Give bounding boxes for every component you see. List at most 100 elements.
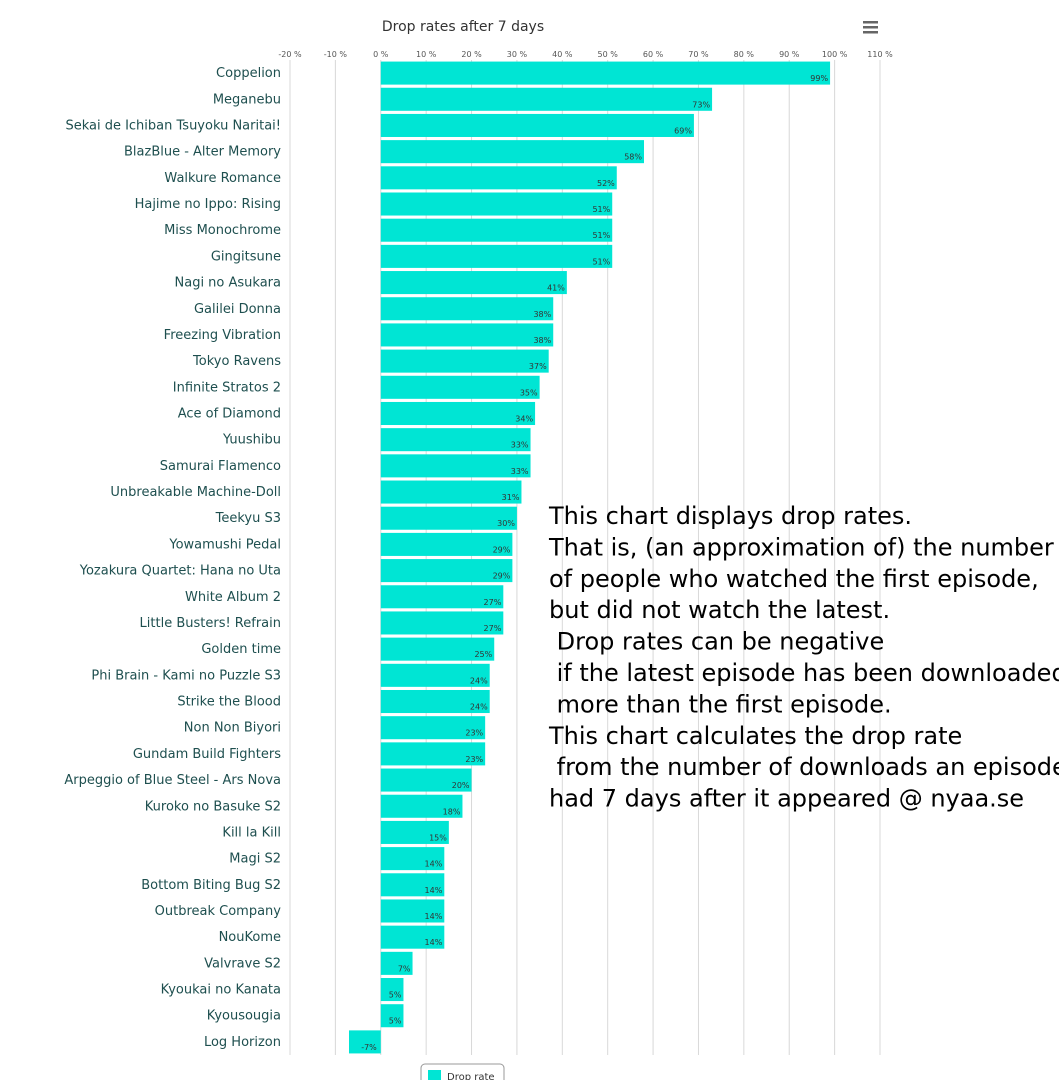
bar[interactable] bbox=[380, 218, 613, 242]
category-label: Coppelion bbox=[216, 66, 281, 81]
bar[interactable] bbox=[380, 61, 831, 85]
bar[interactable] bbox=[380, 611, 504, 635]
category-label: Kill la Kill bbox=[222, 825, 281, 840]
bar[interactable] bbox=[380, 716, 486, 740]
bar[interactable] bbox=[380, 925, 445, 949]
bar[interactable] bbox=[380, 375, 540, 399]
data-label: 58% bbox=[624, 153, 642, 162]
data-label: 34% bbox=[515, 414, 533, 423]
annotation-text: This chart displays drop rates. That is, … bbox=[548, 502, 1059, 813]
category-label: Yozakura Quartet: Hana no Uta bbox=[79, 564, 281, 579]
category-label: Magi S2 bbox=[229, 852, 281, 867]
annotation-line: This chart displays drop rates. bbox=[548, 502, 912, 530]
data-label: 24% bbox=[470, 676, 488, 685]
annotation-line: had 7 days after it appeared @ nyaa.se bbox=[549, 785, 1024, 813]
bar[interactable] bbox=[380, 559, 513, 583]
data-label: 37% bbox=[529, 362, 547, 371]
category-label: Valvrave S2 bbox=[204, 956, 281, 971]
legend-item-drop-rate[interactable]: Drop rate bbox=[447, 1072, 495, 1080]
bar[interactable] bbox=[380, 1004, 404, 1028]
bar[interactable] bbox=[380, 794, 463, 818]
bar[interactable] bbox=[380, 349, 549, 373]
bar[interactable] bbox=[380, 532, 513, 556]
data-label: 29% bbox=[493, 572, 511, 581]
annotation-line: if the latest episode has been downloade… bbox=[549, 659, 1059, 687]
data-label: 35% bbox=[520, 388, 538, 397]
annotation-line: Drop rates can be negative bbox=[549, 628, 884, 656]
bar[interactable] bbox=[380, 323, 554, 347]
data-label: 23% bbox=[465, 755, 483, 764]
bar[interactable] bbox=[380, 428, 531, 452]
chart-menu-button[interactable] bbox=[856, 14, 886, 40]
bar[interactable] bbox=[380, 166, 617, 190]
data-label: 14% bbox=[425, 886, 443, 895]
data-label: 23% bbox=[465, 729, 483, 738]
bar[interactable] bbox=[380, 244, 613, 268]
bar[interactable] bbox=[380, 401, 536, 426]
data-label: 31% bbox=[502, 493, 520, 502]
bar[interactable] bbox=[380, 87, 713, 111]
bar[interactable] bbox=[380, 113, 694, 137]
x-tick-label: 10 % bbox=[416, 50, 437, 59]
data-label: 33% bbox=[511, 467, 529, 476]
bar[interactable] bbox=[380, 480, 522, 504]
bar[interactable] bbox=[380, 637, 495, 661]
category-labels: Coppelion Meganebu Sekai de Ichiban Tsuyok… bbox=[64, 66, 281, 1050]
category-label: Log Horizon bbox=[204, 1035, 281, 1050]
category-label: Bottom Biting Bug S2 bbox=[141, 878, 281, 893]
bar[interactable] bbox=[380, 192, 613, 216]
bar[interactable] bbox=[349, 1030, 381, 1054]
category-label: Little Busters! Refrain bbox=[140, 616, 281, 631]
bar[interactable] bbox=[380, 140, 644, 164]
bar[interactable] bbox=[380, 506, 517, 530]
hamburger-menu-icon bbox=[863, 21, 878, 34]
data-label: 69% bbox=[674, 126, 692, 135]
legend[interactable]: Drop rate bbox=[420, 1063, 505, 1080]
data-label: 52% bbox=[597, 179, 615, 188]
bar[interactable] bbox=[380, 951, 413, 975]
bar[interactable] bbox=[380, 742, 486, 766]
bar[interactable] bbox=[380, 271, 567, 295]
annotation-line: more than the first episode. bbox=[549, 690, 892, 718]
category-label: Golden time bbox=[201, 642, 281, 657]
category-label: Yuushibu bbox=[222, 433, 281, 448]
bar[interactable] bbox=[380, 899, 445, 923]
data-label: 18% bbox=[443, 807, 461, 816]
category-label: Infinite Stratos 2 bbox=[173, 380, 281, 395]
bar[interactable] bbox=[380, 768, 472, 792]
bar[interactable] bbox=[380, 873, 445, 897]
category-label: Yowamushi Pedal bbox=[168, 537, 281, 552]
data-label: 14% bbox=[425, 860, 443, 869]
bar[interactable] bbox=[380, 689, 490, 714]
x-tick-label: 110 % bbox=[867, 50, 893, 59]
category-label: Gingitsune bbox=[211, 249, 281, 264]
category-label: Freezing Vibration bbox=[164, 328, 281, 343]
legend-swatch bbox=[428, 1070, 441, 1080]
category-label: Hajime no Ippo: Rising bbox=[135, 197, 281, 212]
x-tick-label: 30 % bbox=[507, 50, 528, 59]
data-label: 29% bbox=[493, 545, 511, 554]
bar[interactable] bbox=[380, 978, 404, 1002]
data-label: 51% bbox=[592, 231, 610, 240]
annotation-line: That is, (an approximation of) the numbe… bbox=[548, 533, 1054, 561]
data-label: 51% bbox=[592, 257, 610, 266]
x-tick-label: -10 % bbox=[324, 50, 348, 59]
x-tick-label: 90 % bbox=[779, 50, 800, 59]
category-label: Gundam Build Fighters bbox=[133, 747, 281, 762]
bar[interactable] bbox=[380, 820, 449, 844]
category-label: Tokyo Ravens bbox=[192, 354, 281, 369]
x-tick-label: 0 % bbox=[373, 50, 389, 59]
bar[interactable] bbox=[380, 454, 531, 478]
data-label: 24% bbox=[470, 703, 488, 712]
bars bbox=[349, 61, 831, 1054]
bar[interactable] bbox=[380, 585, 504, 609]
category-label: Phi Brain - Kami no Puzzle S3 bbox=[91, 668, 281, 683]
data-labels: 99% 73% 69% 58% 52% 51% 51% 51% 41% 38% 38% 37% 35% 3… bbox=[361, 74, 828, 1052]
annotation-line: from the number of downloads an episode bbox=[549, 753, 1059, 781]
bar[interactable] bbox=[380, 297, 554, 321]
bar[interactable] bbox=[380, 663, 490, 687]
bar[interactable] bbox=[380, 847, 445, 871]
category-label: Kyoukai no Kanata bbox=[161, 983, 281, 998]
category-label: Non Non Biyori bbox=[184, 721, 281, 736]
